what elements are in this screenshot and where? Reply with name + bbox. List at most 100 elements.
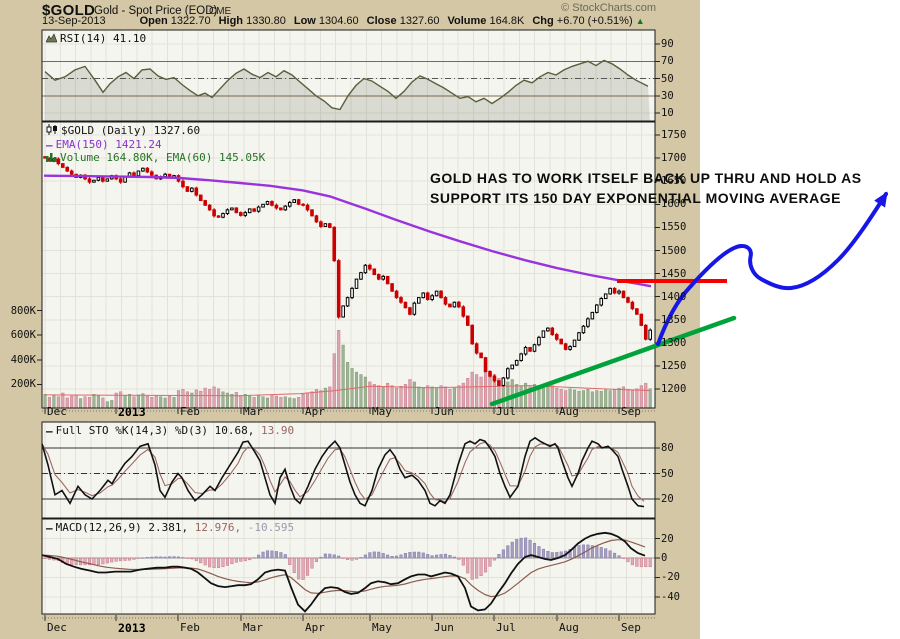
macd-axis-label: -40 [661, 590, 680, 603]
month-label-jul: Jul [496, 405, 516, 418]
volume-axis-label: 600K [10, 329, 36, 342]
macd-hist-value: -10.595 [247, 521, 295, 534]
price-axis-label: 1200 [661, 383, 687, 396]
line-icon: — [46, 425, 53, 438]
rsi-axis-label: 30 [661, 89, 674, 102]
month-label-2013: 2013 [118, 405, 146, 419]
rsi-axis-label: 50 [661, 72, 674, 85]
close-label: Close [366, 15, 397, 27]
volume-pair: Volume 164.8K [447, 15, 524, 27]
sto-d-value: 13.90 [260, 424, 295, 437]
macd-signal-value: 12.976, [194, 521, 242, 534]
candlestick-icon [46, 124, 58, 138]
month-label-jul: Jul [496, 621, 516, 634]
ticker-symbol: $GOLD [42, 2, 96, 19]
month-label-feb: Feb [180, 405, 200, 418]
close-value: 1327.60 [399, 15, 440, 27]
macd-legend: — MACD(12,26,9) 2.381, 12.976, -10.595 [46, 521, 294, 535]
volume-axis-label: 200K [10, 378, 36, 391]
volume-axis-label: 400K [10, 353, 36, 366]
close-pair: Close 1327.60 [367, 15, 440, 27]
open-pair: Open 1322.70 [140, 15, 211, 27]
rsi-legend: RSI(14) 41.10 [45, 32, 147, 46]
annotation-line1: GOLD HAS TO WORK ITSELF BACK UP THRU AND… [430, 170, 862, 186]
rsi-axis-label: 10 [661, 107, 674, 119]
low-value: 1304.60 [318, 15, 359, 27]
rsi-axis-label: 70 [661, 55, 674, 68]
macd-axis-label: 0 [661, 552, 668, 564]
high-label: High [218, 15, 244, 27]
area-icon [45, 33, 58, 46]
annotation-line2: SUPPORT ITS 150 DAY EXPONENTIAL MOVING A… [430, 190, 841, 206]
month-label-may: May [372, 405, 392, 418]
ema-legend: — EMA(150) 1421.24 [46, 138, 162, 152]
open-label: Open [139, 15, 168, 27]
line-icon: — [46, 139, 53, 152]
macd-legend-text: MACD(12,26,9) [55, 521, 142, 534]
quote-bar: 13-Sep-2013 Open 1322.70 High 1330.80 Lo… [42, 15, 645, 27]
price-axis-label: 1650 [661, 175, 687, 188]
open-value: 1322.70 [170, 15, 211, 27]
month-label-mar: Mar [243, 405, 263, 418]
sto-legend: — Full STO %K(14,3) %D(3) 10.68, 13.90 [46, 424, 294, 438]
price-axis-label: 1500 [661, 244, 687, 257]
macd-axis-label: -20 [661, 571, 680, 584]
rsi-legend-text: RSI(14) 41.10 [60, 32, 147, 45]
ticker-description: Gold - Spot Price (EOD) [94, 5, 218, 17]
volume-bars-icon [46, 152, 57, 165]
month-label-sep: Sep [621, 405, 641, 418]
month-label-may: May [372, 621, 392, 634]
chg-label: Chg [532, 15, 554, 27]
price-legend-text: $GOLD (Daily) 1327.60 [61, 124, 201, 137]
volume-legend: Volume 164.80K, EMA(60) 145.05K [46, 151, 265, 165]
quote-date: 13-Sep-2013 [42, 15, 106, 27]
month-label-mar: Mar [243, 621, 263, 634]
price-axis-label: 1750 [661, 129, 687, 141]
line-icon: — [46, 522, 53, 535]
volume-axis-label: 800K [10, 304, 36, 317]
macd-axis-label: 20 [661, 532, 674, 545]
volume-legend-text: Volume 164.80K, EMA(60) 145.05K [60, 151, 266, 164]
sto-k-value: 10.68, [214, 424, 255, 437]
macd-value: 2.381, [148, 521, 189, 534]
month-label-feb: Feb [180, 621, 200, 634]
sto-axis-label: 80 [661, 442, 674, 454]
month-label-apr: Apr [305, 405, 325, 418]
up-arrow-icon: ▲ [635, 16, 645, 26]
price-axis-label: 1400 [661, 290, 687, 303]
price-legend: $GOLD (Daily) 1327.60 [46, 124, 200, 138]
sto-legend-text: Full STO %K(14,3) %D(3) [55, 424, 208, 437]
low-label: Low [293, 15, 316, 27]
low-pair: Low 1304.60 [294, 15, 359, 27]
exchange-label: CME [209, 6, 232, 17]
price-axis-label: 1550 [661, 221, 687, 234]
price-axis-label: 1300 [661, 336, 687, 349]
month-label-jun: Jun [434, 621, 454, 634]
rsi-axis-label: 90 [661, 38, 674, 50]
price-axis-label: 1600 [661, 198, 687, 211]
sto-axis-label: 50 [661, 467, 674, 480]
month-label-sep: Sep [621, 621, 641, 634]
month-label-dec: Dec [47, 405, 67, 418]
price-axis-label: 1350 [661, 313, 687, 326]
price-axis-label: 1250 [661, 360, 687, 372]
high-pair: High 1330.80 [219, 15, 286, 27]
volume-value: 164.8K [489, 15, 525, 27]
price-axis-label: 1450 [661, 267, 687, 280]
month-label-2013: 2013 [118, 621, 146, 635]
ema-legend-text: EMA(150) 1421.24 [55, 138, 162, 151]
price-axis-label: 1700 [661, 152, 687, 165]
stockcharts-credit: © StockCharts.com [561, 2, 656, 14]
month-label-aug: Aug [559, 405, 579, 418]
month-label-apr: Apr [305, 621, 325, 634]
chg-pair: Chg +6.70 (+0.51%) ▲ [532, 15, 644, 27]
sto-axis-label: 20 [661, 493, 674, 505]
month-label-dec: Dec [47, 621, 67, 634]
high-value: 1330.80 [246, 15, 286, 27]
volume-label: Volume [447, 15, 487, 27]
chg-value: +6.70 (+0.51%) [556, 15, 633, 27]
month-label-aug: Aug [559, 621, 579, 634]
month-label-jun: Jun [434, 405, 454, 418]
